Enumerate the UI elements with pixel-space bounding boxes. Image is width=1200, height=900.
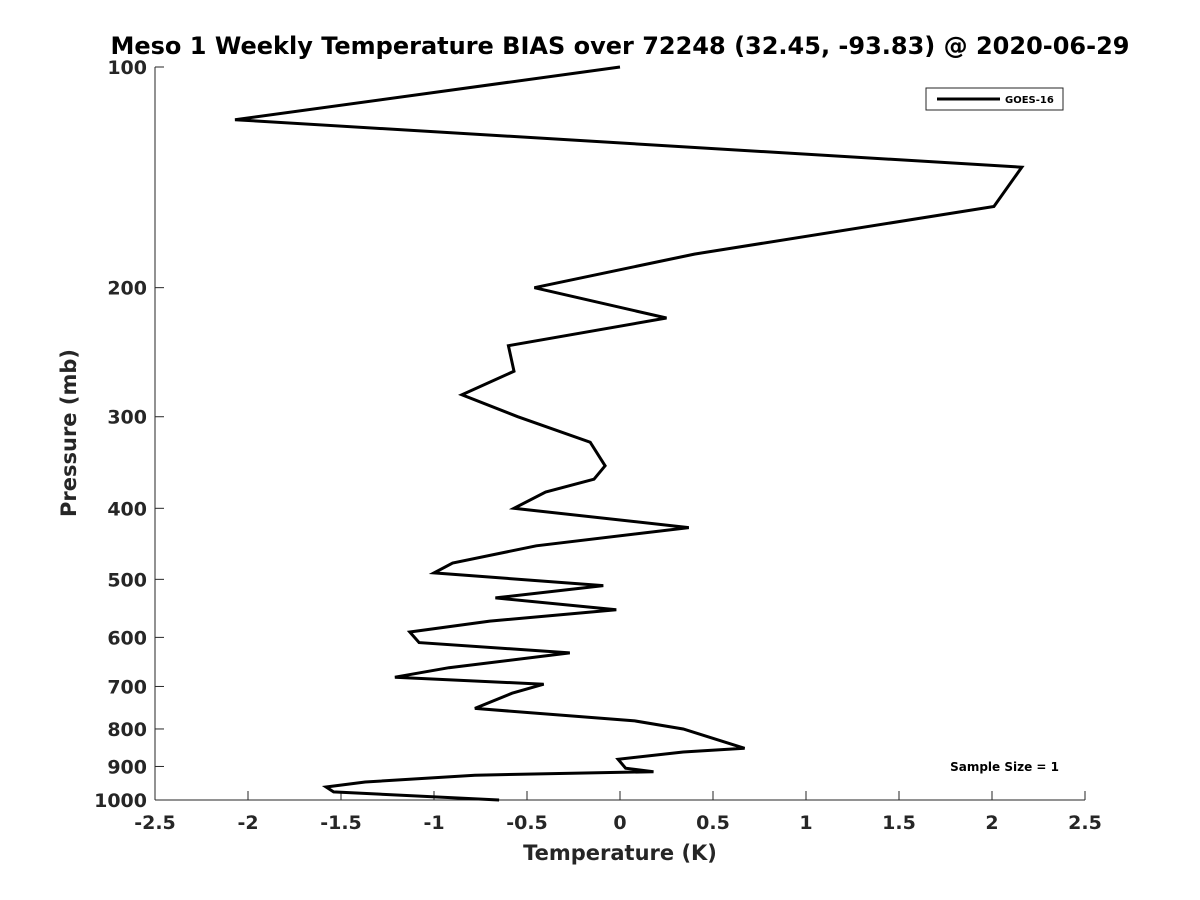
- x-tick-label: 2: [985, 812, 998, 834]
- x-tick-label: -1: [423, 812, 444, 834]
- x-tick-label: -2: [237, 812, 258, 834]
- x-tick-label: 2.5: [1068, 812, 1102, 834]
- x-tick-label: -1.5: [320, 812, 362, 834]
- sample-size-annotation: Sample Size = 1: [950, 760, 1059, 774]
- x-tick-label: 1: [799, 812, 812, 834]
- x-tick-label: 0: [613, 812, 626, 834]
- x-tick-label: 0.5: [696, 812, 730, 834]
- plot-area: [155, 67, 1085, 800]
- x-axis-label: Temperature (K): [523, 841, 717, 865]
- chart-title: Meso 1 Weekly Temperature BIAS over 7224…: [110, 32, 1129, 60]
- series-layer: [234, 65, 1025, 802]
- y-tick-label: 1000: [94, 790, 147, 812]
- y-axis: 100 200 300 400 500 600 700 800 900 1000: [94, 57, 164, 812]
- y-tick-label: 900: [107, 756, 147, 778]
- y-axis-label: Pressure (mb): [57, 349, 81, 517]
- series-line-goes-16: [234, 65, 1025, 802]
- y-tick-label: 800: [107, 719, 147, 741]
- y-tick-label: 100: [107, 57, 147, 79]
- y-tick-label: 600: [107, 627, 147, 649]
- y-tick-label: 700: [107, 676, 147, 698]
- y-tick-label: 400: [107, 498, 147, 520]
- legend-label-goes-16: GOES-16: [1005, 95, 1054, 106]
- legend: GOES-16: [925, 87, 1064, 111]
- y-tick-label: 500: [107, 569, 147, 591]
- y-tick-label: 200: [107, 278, 147, 300]
- x-axis: -2.5 -2 -1.5 -1 -0.5 0 0.5 1 1.5 2 2.5: [134, 791, 1102, 834]
- x-tick-label: -2.5: [134, 812, 176, 834]
- x-tick-label: -0.5: [506, 812, 548, 834]
- x-tick-label: 1.5: [882, 812, 916, 834]
- y-tick-label: 300: [107, 407, 147, 429]
